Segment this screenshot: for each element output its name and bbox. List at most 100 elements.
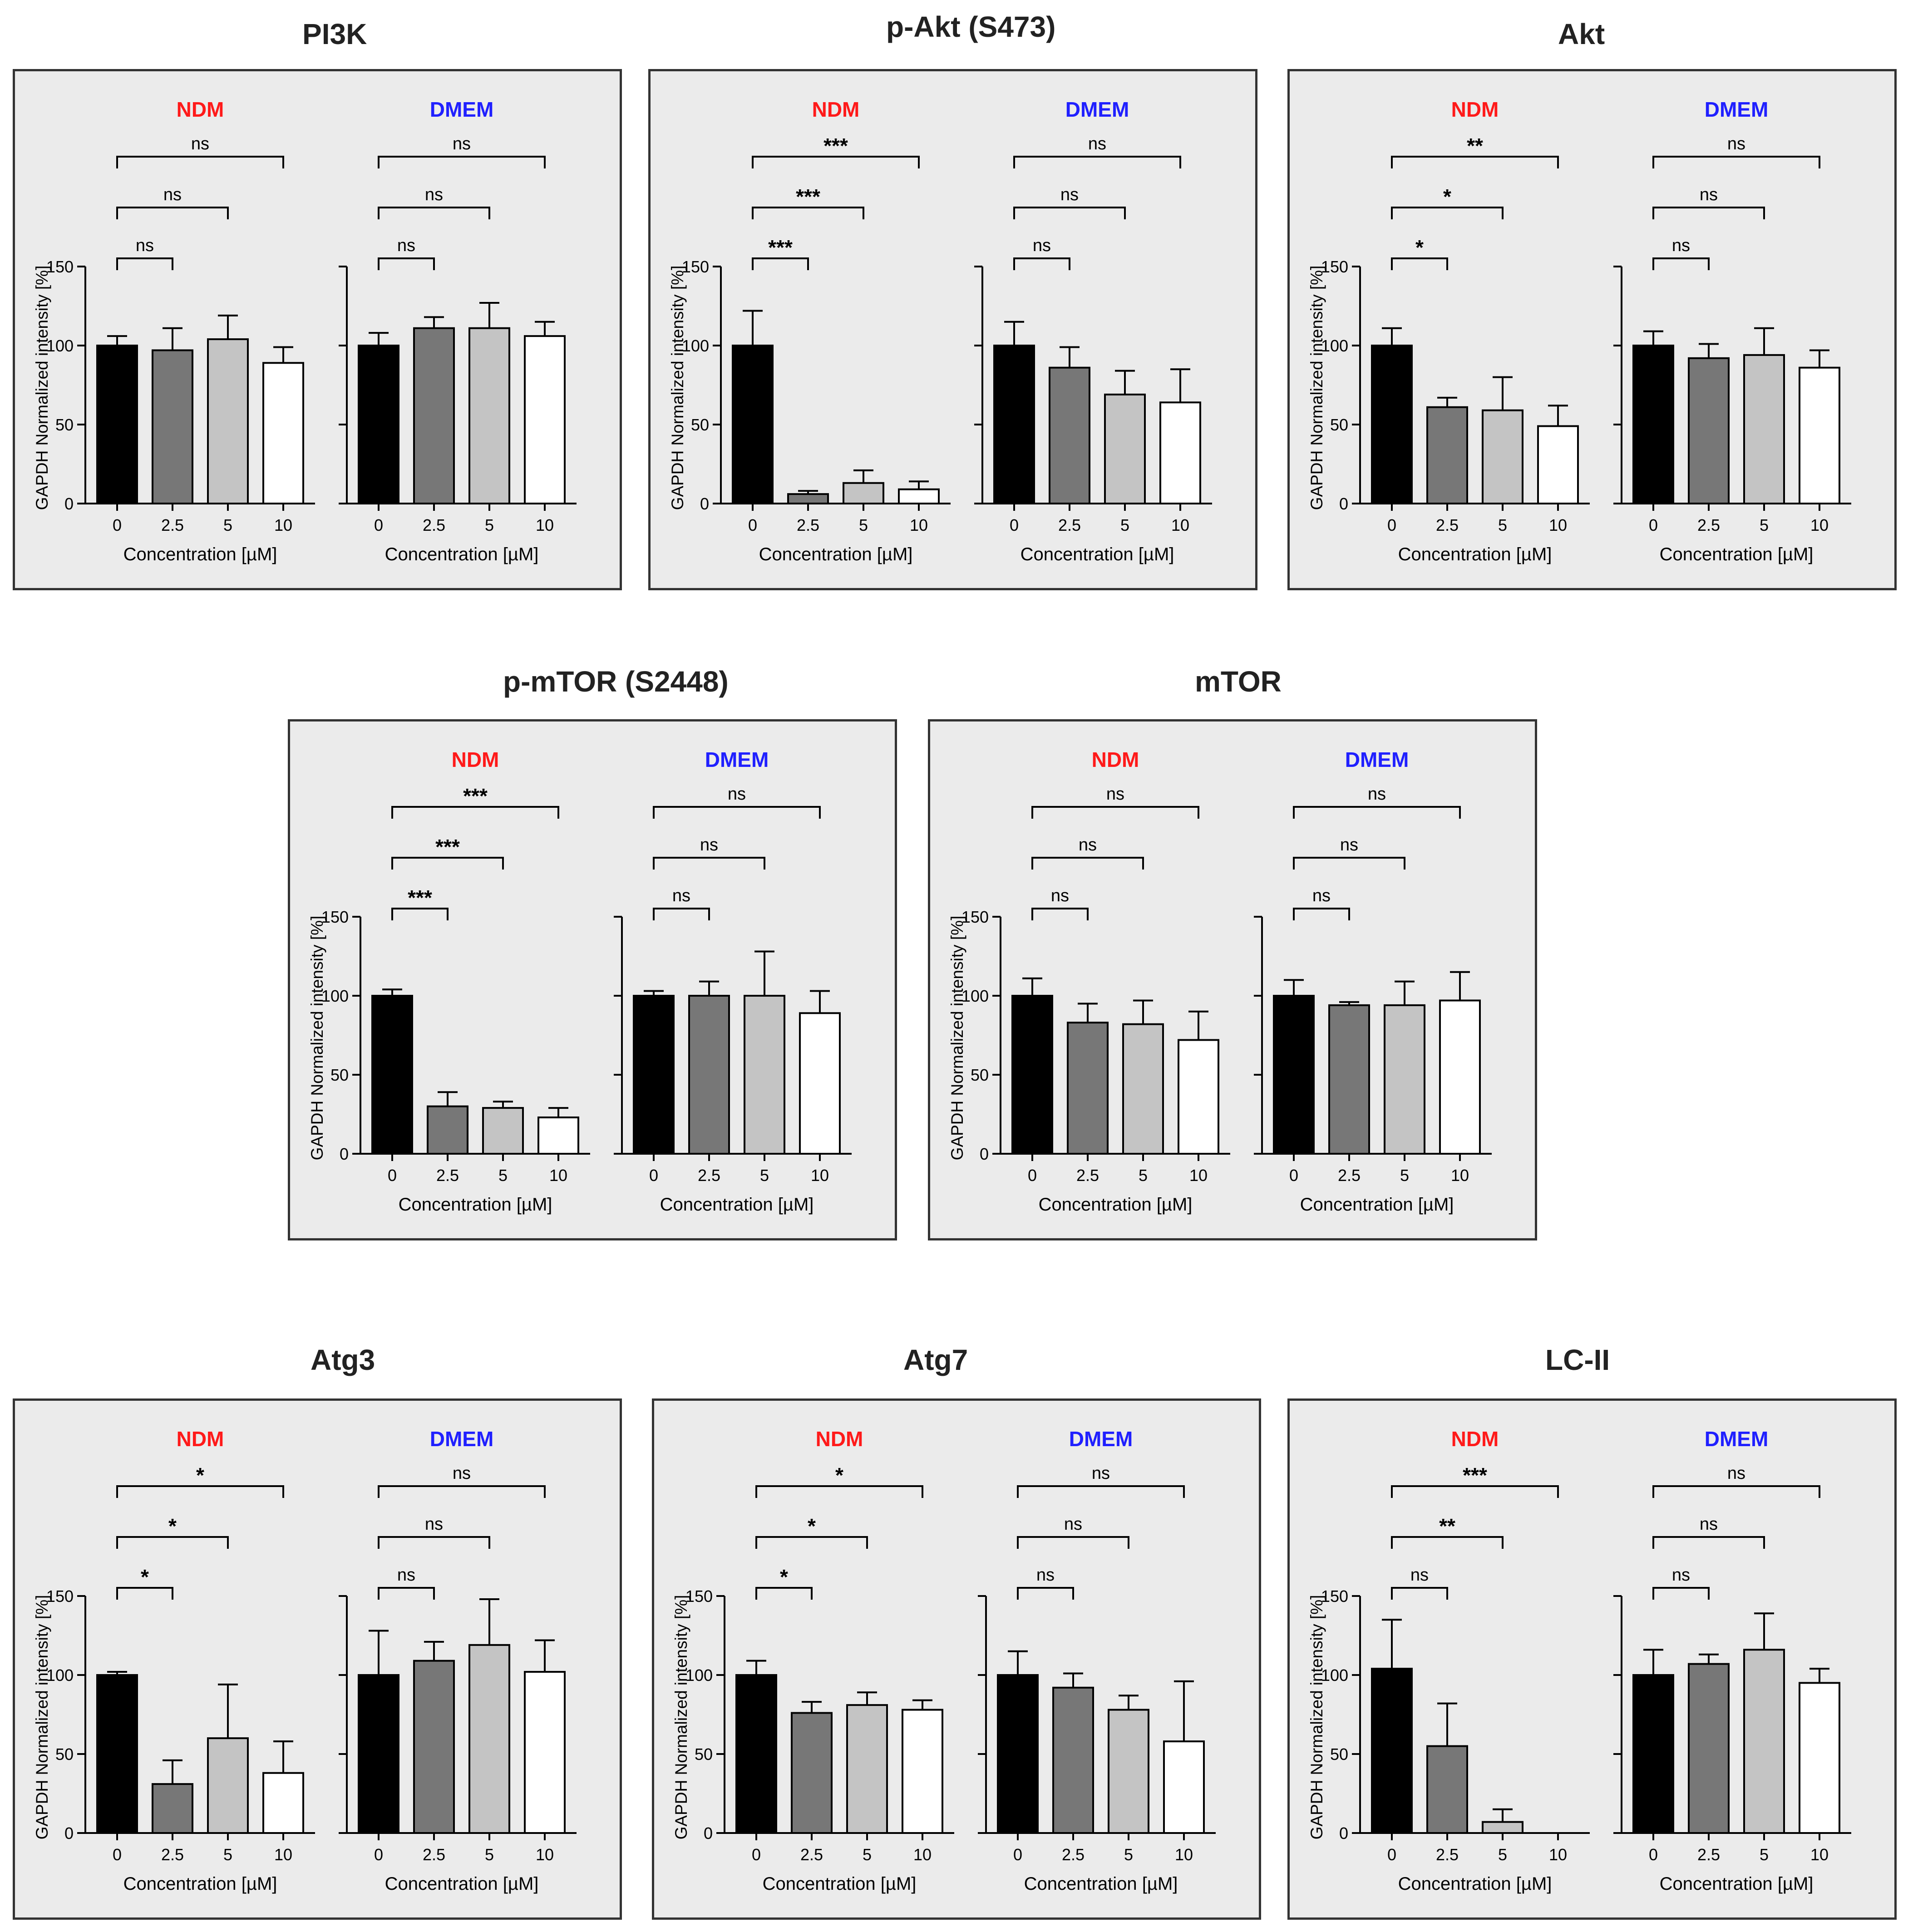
x-tick-label: 10 [1549,516,1567,534]
chart-svg: GAPDH Normalized intensity [%]NDM0501001… [1307,98,1851,564]
bar-ndm-5 [1482,1821,1523,1834]
significance-label: * [168,1514,177,1538]
x-tick-label: 2.5 [1697,516,1720,534]
bar-dmem-5 [1104,393,1146,504]
x-axis-label: Concentration [µM] [1660,1874,1814,1894]
x-tick-label: 2.5 [1062,1845,1085,1864]
significance-bracket [1013,257,1070,270]
y-tick-label: 150 [46,1587,74,1606]
bar-ndm-0 [735,1674,777,1834]
significance-bracket [1391,1485,1559,1498]
group-label-ndm: NDM [177,1427,224,1451]
y-tick-label: 150 [321,908,349,926]
bar-ndm-2.5 [152,349,193,504]
x-tick-label: 10 [1810,516,1829,534]
bar-dmem-10 [1159,401,1201,505]
significance-label: * [780,1565,788,1589]
y-tick-label: 150 [1321,1587,1348,1606]
significance-label: ns [1088,134,1106,153]
significance-bracket [1017,1485,1185,1498]
group-label-dmem: DMEM [1345,748,1409,771]
x-tick-label: 10 [1810,1845,1829,1864]
significance-label: ns [397,236,415,255]
x-tick-label: 5 [498,1166,508,1185]
y-tick-label: 0 [980,1145,989,1163]
significance-bracket [116,1587,173,1600]
significance-label: ns [1312,886,1331,905]
significance-bracket [653,806,821,819]
chart-panel-lc-ii: GAPDH Normalized intensity [%] NDM 0 50 100 1… [1287,1398,1897,1920]
chart-svg: GAPDH Normalized intensity [%]NDM0501001… [33,98,577,564]
significance-label: ns [163,185,182,204]
significance-bracket [755,1587,813,1600]
bar-dmem-2.5 [1049,366,1090,504]
bar-dmem-5 [744,995,785,1155]
significance-label: ns [728,785,746,804]
chart-panel-atg3: GAPDH Normalized intensity [%] NDM 0 50 100 1… [13,1398,622,1920]
y-tick-label: 0 [1339,1824,1348,1843]
x-tick-label: 0 [374,1845,383,1864]
bar-ndm-5 [207,338,249,505]
x-tick-label: 5 [485,1845,494,1864]
panel-title-p-akt: p-Akt (S473) [886,10,1056,43]
group-label-ndm: NDM [177,98,224,121]
x-tick-label: 0 [1289,1166,1298,1185]
significance-label: ns [672,886,690,905]
y-tick-label: 100 [321,987,349,1005]
significance-bracket [378,1587,435,1600]
significance-label: * [1415,236,1424,259]
y-tick-label: 150 [961,908,989,926]
significance-label: ns [453,134,471,153]
y-tick-label: 50 [55,1745,74,1764]
y-axis-label: GAPDH Normalized intensity [%] [308,916,326,1161]
x-axis-label: Concentration [µM] [385,1874,539,1894]
x-axis-label: Concentration [µM] [399,1195,552,1215]
x-axis-label: Concentration [µM] [1398,1874,1552,1894]
x-tick-label: 5 [1124,1845,1133,1864]
significance-bracket [391,908,449,920]
significance-bracket [752,257,809,270]
significance-label: * [808,1514,816,1538]
bar-dmem-0 [997,1674,1039,1834]
x-tick-label: 0 [1387,1845,1396,1864]
bar-ndm-5 [1482,409,1523,504]
y-tick-label: 150 [46,257,74,276]
significance-label: ns [425,1515,443,1534]
significance-label: ns [1033,236,1051,255]
significance-bracket [1031,908,1089,920]
group-label-dmem: DMEM [1705,1427,1769,1451]
bar-dmem-2.5 [413,327,455,504]
x-tick-label: 2.5 [423,1845,445,1864]
group-label-ndm: NDM [1451,98,1499,121]
x-tick-label: 10 [536,1845,554,1864]
significance-label: ns [1727,1464,1745,1483]
x-tick-label: 10 [274,516,292,534]
significance-label: ns [1064,1515,1082,1534]
x-tick-label: 10 [274,1845,292,1864]
significance-bracket [1031,806,1199,819]
group-label-dmem: DMEM [705,748,769,771]
x-axis-label: Concentration [µM] [1039,1195,1193,1215]
x-tick-label: 2.5 [161,1845,184,1864]
bar-dmem-2.5 [1688,357,1730,505]
x-axis-label: Concentration [µM] [123,544,277,564]
bar-dmem-2.5 [413,1660,455,1834]
x-tick-label: 5 [1400,1166,1409,1185]
significance-bracket [755,1485,923,1498]
bar-dmem-5 [1743,1649,1785,1834]
significance-label: *** [796,185,820,208]
y-tick-label: 50 [695,1745,713,1764]
bar-dmem-0 [1632,1674,1674,1834]
bar-dmem-0 [633,995,675,1155]
bar-ndm-5 [207,1737,249,1834]
chart-panel-pi3k: GAPDH Normalized intensity [%] NDM 0 50 100 1… [13,69,622,590]
x-tick-label: 0 [748,516,757,534]
x-tick-label: 10 [1189,1166,1208,1185]
x-tick-label: 2.5 [1058,516,1081,534]
group-label-dmem: DMEM [1065,98,1129,121]
significance-bracket [1293,857,1405,870]
y-axis-label: GAPDH Normalized intensity [%] [672,1595,690,1840]
significance-label: ns [136,236,154,255]
bar-ndm-10 [537,1116,579,1155]
x-tick-label: 0 [388,1166,397,1185]
